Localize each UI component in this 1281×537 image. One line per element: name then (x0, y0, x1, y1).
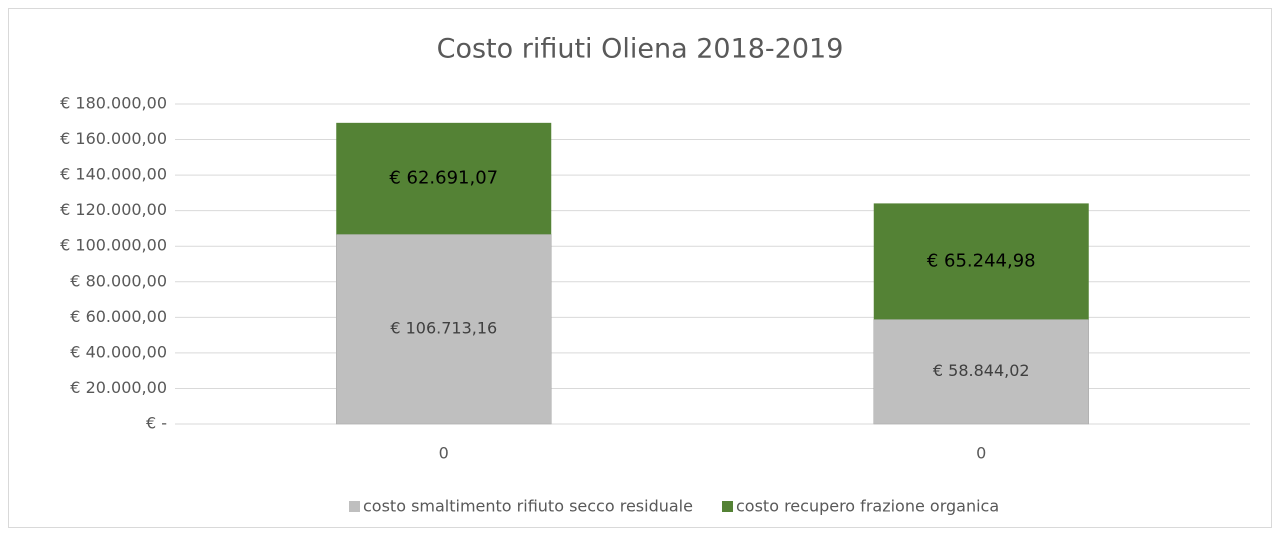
legend-label: costo recupero frazione organica (736, 497, 999, 516)
x-tick-label: 0 (439, 444, 449, 463)
y-tick-label: € 140.000,00 (60, 165, 167, 184)
bar-segment (336, 122, 552, 235)
bar-segment (336, 234, 552, 425)
y-tick-label: € 180.000,00 (60, 94, 167, 113)
legend-swatch (349, 501, 360, 512)
y-tick-label: € 20.000,00 (70, 378, 167, 397)
legend-label: costo smaltimento rifiuto secco residual… (363, 497, 693, 516)
y-tick-label: € 80.000,00 (70, 271, 167, 290)
data-label: € 58.844,02 (933, 361, 1030, 380)
legend-swatch (722, 501, 733, 512)
x-tick-label: 0 (976, 444, 986, 463)
y-tick-label: € 120.000,00 (60, 200, 167, 219)
bar-segment (873, 319, 1089, 425)
y-tick-label: € 160.000,00 (60, 129, 167, 148)
y-tick-label: € - (146, 414, 167, 433)
data-label: € 62.691,07 (389, 168, 498, 189)
data-label: € 106.713,16 (390, 319, 497, 338)
y-tick-label: € 60.000,00 (70, 307, 167, 326)
y-tick-label: € 40.000,00 (70, 342, 167, 361)
y-tick-label: € 100.000,00 (60, 236, 167, 255)
data-label: € 65.244,98 (927, 250, 1036, 271)
bar-segment (873, 203, 1089, 320)
chart-title: Costo rifiuti Oliena 2018-2019 (437, 34, 844, 65)
